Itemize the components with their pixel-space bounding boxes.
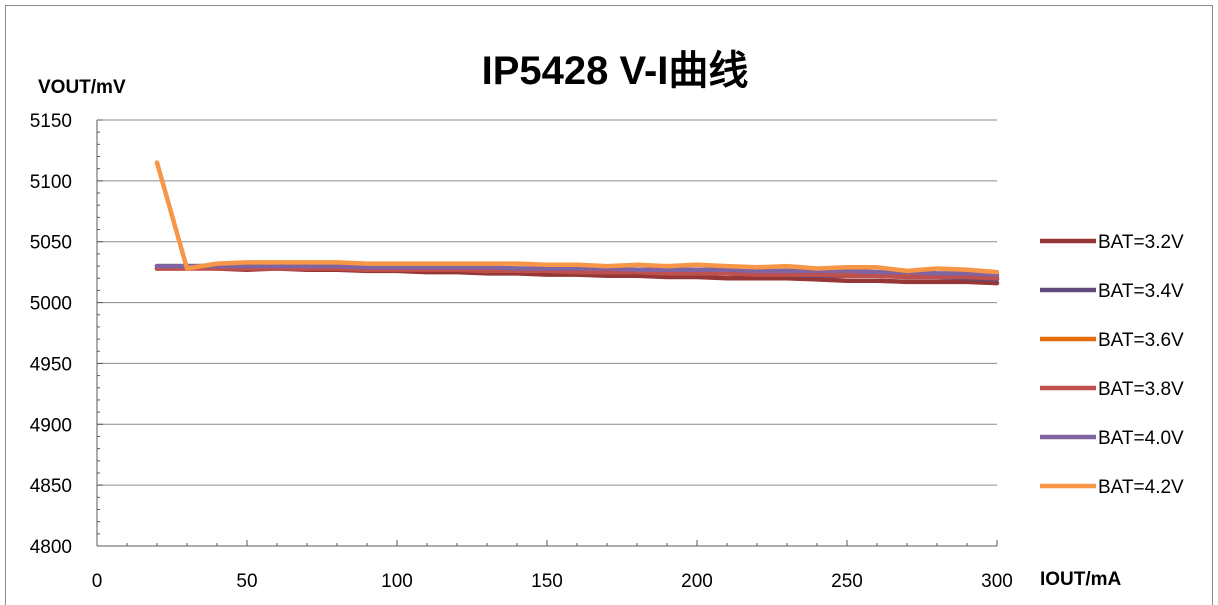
y-tick-label: 5100 [30, 172, 72, 193]
legend-label: BAT=3.6V [1098, 330, 1184, 351]
x-tick-label: 300 [981, 571, 1013, 592]
y-tick-label: 4800 [30, 537, 72, 558]
legend-label: BAT=4.0V [1098, 428, 1184, 449]
legend-label: BAT=3.8V [1098, 379, 1184, 400]
y-tick-label: 4900 [30, 415, 72, 436]
series-line-bat-4-2v [154, 160, 1000, 275]
x-tick-label: 150 [531, 571, 563, 592]
legend-label: BAT=3.2V [1098, 232, 1184, 253]
chart-frame [5, 5, 1213, 605]
x-tick-label: 50 [236, 571, 257, 592]
x-tick-label: 250 [831, 571, 863, 592]
y-tick-label: 4950 [30, 354, 72, 375]
y-tick-label: 5000 [30, 294, 72, 315]
y-axis-title: VOUT/mV [38, 77, 126, 98]
x-tick-label: 0 [92, 571, 103, 592]
x-axis-title: IOUT/mA [1040, 569, 1122, 590]
series-line-bat-4-0v [154, 263, 1000, 277]
legend-label: BAT=4.2V [1098, 477, 1184, 498]
legend-label: BAT=3.4V [1098, 281, 1184, 302]
x-tick-label: 200 [681, 571, 713, 592]
y-tick-label: 5050 [30, 233, 72, 254]
chart-title: IP5428 V-I曲线 [482, 49, 749, 93]
y-tick-label: 4850 [30, 476, 72, 497]
y-tick-label: 5150 [30, 111, 72, 132]
series-line-bat-3-8v [154, 266, 1000, 281]
x-tick-label: 100 [381, 571, 413, 592]
